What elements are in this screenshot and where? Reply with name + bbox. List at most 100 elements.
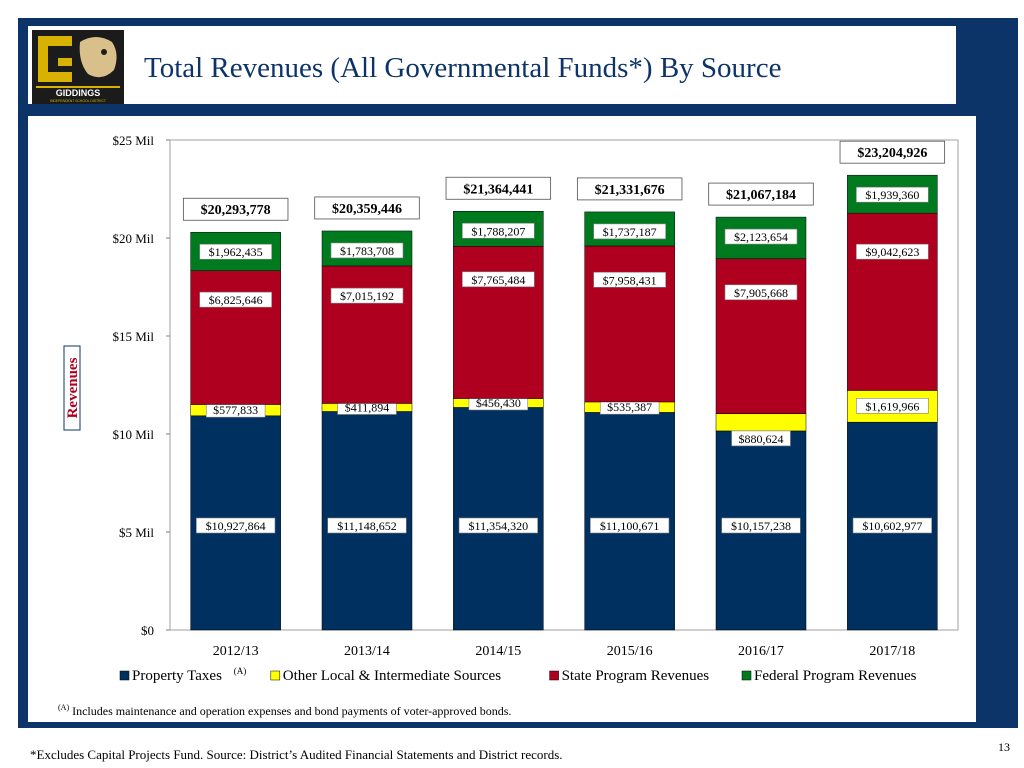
data-label-box	[199, 291, 272, 308]
y-tick-label: $20 Mil	[112, 231, 154, 246]
y-axis-label: Revenues	[65, 357, 81, 418]
legend-label-sup: (A)	[234, 666, 247, 676]
footnote-marker: (A)	[58, 703, 70, 712]
legend-label-4: Federal Program Revenues	[754, 668, 917, 684]
source-note: *Excludes Capital Projects Fund. Source:…	[30, 747, 563, 762]
data-label-box	[199, 243, 272, 260]
district-logo: GIDDINGS INDEPENDENT SCHOOL DISTRICT	[32, 30, 124, 104]
bar-segment-3	[584, 245, 675, 403]
legend-label-1: Property Taxes	[132, 668, 222, 684]
bar-segment-3	[453, 246, 544, 399]
data-label: $456,430	[476, 396, 521, 410]
page-number: 13	[998, 740, 1010, 754]
data-label-box	[330, 287, 404, 304]
logo-subtext: INDEPENDENT SCHOOL DISTRICT	[50, 99, 106, 103]
header-bar	[28, 26, 956, 104]
data-label: $1,962,435	[209, 245, 263, 259]
data-label-box	[731, 430, 791, 447]
data-label: $7,905,668	[734, 286, 788, 300]
footnote: (A) Includes maintenance and operation e…	[58, 703, 511, 719]
total-label-box	[182, 197, 289, 221]
legend-swatch-3	[549, 670, 559, 681]
bar-segment-3	[847, 212, 938, 391]
footnote-text: Includes maintenance and operation expen…	[72, 704, 512, 718]
x-tick-label: 2017/18	[869, 644, 915, 659]
plot-area	[169, 139, 959, 631]
total-label: $21,067,184	[726, 188, 796, 203]
bar-segment-3	[321, 265, 413, 404]
legend-swatch-1	[119, 670, 130, 681]
legend-swatch-2	[270, 670, 281, 681]
data-label-box	[856, 398, 929, 414]
total-label: $21,331,676	[595, 183, 665, 198]
y-tick-label: $25 Mil	[112, 133, 154, 148]
data-label: $11,354,320	[469, 519, 529, 533]
bar-segment-3	[190, 270, 281, 405]
total-label-box	[445, 176, 552, 200]
data-label: $1,619,966	[865, 399, 919, 413]
data-label-box	[852, 517, 932, 534]
bar-segment-2	[715, 413, 807, 432]
data-label: $535,387	[607, 400, 652, 414]
y-tick-label: $5 Mil	[119, 525, 154, 540]
bar-segment-3	[715, 258, 807, 414]
page-title: Total Revenues (All Governmental Funds*)…	[144, 52, 782, 84]
data-label: $10,157,238	[731, 519, 791, 533]
data-label-box	[724, 284, 798, 301]
x-tick-label: 2012/13	[213, 644, 259, 659]
legend-label-2: Other Local & Intermediate Sources	[283, 668, 501, 684]
data-label-box	[330, 242, 404, 259]
data-label: $11,100,671	[600, 519, 660, 533]
x-tick-label: 2016/17	[738, 644, 784, 659]
data-label: $577,833	[213, 403, 258, 417]
y-tick-label: $0	[141, 623, 154, 638]
data-label-box	[196, 517, 276, 534]
total-label: $23,204,926	[857, 146, 927, 161]
total-label: $20,359,446	[332, 202, 402, 217]
data-label-box	[462, 271, 535, 288]
data-label: $7,015,192	[340, 289, 394, 303]
data-label-box	[327, 517, 407, 534]
legend-label-3: State Program Revenues	[562, 668, 710, 684]
x-tick-label: 2013/14	[344, 644, 390, 659]
data-label: $1,788,207	[471, 224, 525, 238]
data-label-box	[856, 186, 929, 203]
data-label: $880,624	[739, 432, 784, 446]
y-tick-label: $10 Mil	[112, 427, 154, 442]
data-label: $1,737,187	[603, 225, 657, 239]
data-label: $9,042,623	[865, 245, 919, 259]
total-label-box	[576, 177, 683, 201]
x-tick-label: 2014/15	[475, 644, 521, 659]
logo-text: GIDDINGS	[56, 88, 101, 98]
data-label: $7,765,484	[471, 273, 525, 287]
total-label-box	[839, 140, 946, 164]
data-label-box	[724, 228, 798, 245]
data-label-box	[458, 517, 538, 534]
y-tick-label: $15 Mil	[112, 329, 154, 344]
data-label-box	[593, 271, 666, 288]
data-label-box	[721, 517, 801, 534]
data-label: $6,825,646	[209, 293, 263, 307]
y-axis-label-box	[63, 345, 81, 431]
data-label: $10,927,864	[206, 519, 266, 533]
data-label: $411,894	[345, 400, 390, 414]
data-label: $1,783,708	[340, 244, 394, 258]
data-label: $10,602,977	[862, 519, 922, 533]
legend-swatch-4	[741, 670, 752, 681]
total-label: $20,293,778	[201, 203, 271, 218]
data-label: $7,958,431	[603, 273, 657, 287]
data-label: $1,939,360	[865, 188, 919, 202]
data-label-box	[593, 223, 666, 240]
data-label-box	[590, 517, 670, 534]
x-tick-label: 2015/16	[607, 644, 653, 659]
total-label-box	[708, 182, 814, 206]
data-label-box	[856, 243, 929, 260]
total-label: $21,364,441	[463, 182, 533, 197]
data-label: $11,148,652	[337, 519, 397, 533]
frame-notch	[990, 120, 1018, 150]
data-label-box	[462, 222, 535, 239]
total-label-box	[314, 196, 420, 220]
logo-graphic: GIDDINGS INDEPENDENT SCHOOL DISTRICT	[36, 36, 120, 103]
data-label: $2,123,654	[734, 230, 788, 244]
